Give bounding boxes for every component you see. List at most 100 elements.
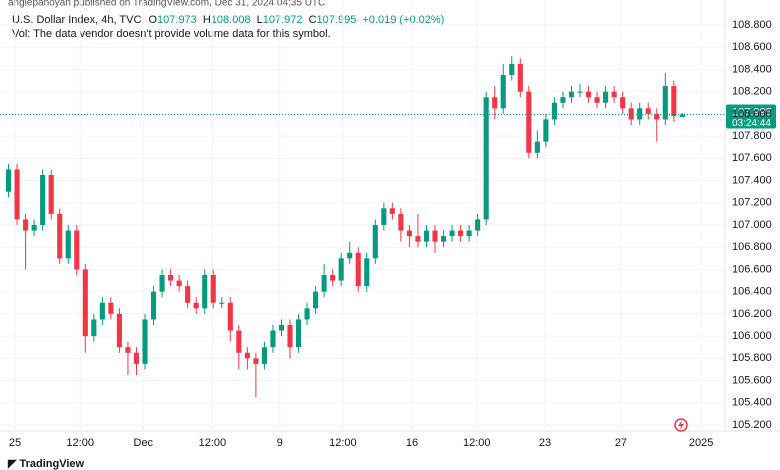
candle-body	[440, 236, 447, 242]
legend-line: U.S. Dollar Index, 4h, TVC O107.973 H108…	[12, 14, 444, 26]
candle-body	[227, 302, 233, 331]
ohlc-letter: H	[203, 14, 211, 26]
candle-body	[159, 275, 165, 292]
y-tick-label: 107.800	[732, 130, 772, 142]
candle-body	[14, 169, 20, 220]
y-tick-label: 106.200	[732, 308, 772, 320]
symbol: U.S. Dollar Index, 4h, TVC	[12, 14, 141, 26]
brand-name: TradingView	[20, 458, 85, 470]
candle-body	[611, 91, 617, 98]
candle-body	[449, 230, 455, 237]
candle-body	[236, 330, 242, 353]
candle-body	[560, 97, 566, 103]
candle-body	[671, 86, 677, 117]
candle-body	[253, 358, 259, 364]
candle-body	[202, 275, 208, 309]
candle-body	[517, 63, 523, 92]
change: +0.019 (+0.02%)	[362, 14, 444, 26]
ohlc-value: 107.995	[317, 14, 357, 26]
candle-body	[654, 113, 660, 120]
candle-body	[406, 230, 412, 237]
candle-body	[398, 213, 404, 231]
candle-body	[31, 225, 37, 231]
candle-body	[603, 91, 609, 103]
y-tick-label: 105.800	[732, 352, 772, 364]
x-tick-label: 23	[539, 437, 551, 449]
legend: U.S. Dollar Index, 4h, TVC O107.973 H108…	[12, 14, 444, 40]
y-tick-label: 108.000	[732, 108, 772, 120]
candle-body	[270, 330, 276, 348]
candle-body	[219, 302, 225, 304]
x-tick-label: 9	[277, 437, 283, 449]
ohlc-value: 107.973	[157, 14, 197, 26]
candle-body	[133, 352, 140, 364]
candle-body	[381, 208, 387, 225]
candle-body	[483, 97, 489, 220]
candle-body	[568, 91, 575, 98]
candle-body	[125, 347, 131, 353]
y-tick-label: 108.600	[732, 41, 772, 53]
candle-body	[364, 258, 370, 287]
ohlc-letter: O	[148, 14, 157, 26]
price-tag-countdown: 03:24:44	[732, 118, 771, 129]
x-tick-label: 12:00	[329, 437, 357, 449]
event-icon[interactable]	[674, 418, 688, 432]
x-tick-label: 12:00	[199, 437, 227, 449]
x-tick-label: 16	[406, 437, 418, 449]
y-tick-label: 105.200	[732, 419, 772, 431]
candle-body	[244, 352, 250, 359]
candle-body	[313, 291, 319, 309]
candle-body	[261, 347, 267, 364]
ohlc-letter: C	[309, 14, 317, 26]
ohlc-letter: L	[257, 14, 263, 26]
y-tick-label: 107.600	[732, 152, 772, 164]
candle-body	[40, 175, 46, 225]
candle-body	[176, 280, 182, 287]
candle-body	[193, 302, 199, 309]
candle-body	[543, 119, 549, 142]
candle-body	[23, 219, 29, 231]
y-tick-label: 107.200	[732, 197, 772, 209]
x-tick-label: 25	[9, 437, 21, 449]
x-tick-label: 12:00	[66, 437, 94, 449]
y-tick-label: 108.800	[732, 19, 772, 31]
candle-body	[142, 319, 148, 364]
x-tick-label: 27	[615, 437, 627, 449]
y-tick-label: 106.400	[732, 286, 772, 298]
x-tick-label: 12:00	[463, 437, 491, 449]
candle-body	[210, 275, 216, 303]
candle-body	[295, 319, 302, 348]
candle-body	[662, 86, 668, 120]
candle-body	[168, 275, 174, 281]
y-tick-label: 108.200	[732, 86, 772, 98]
candle-body	[551, 102, 557, 120]
y-tick-label: 108.400	[732, 63, 772, 75]
y-tick-label: 105.600	[732, 374, 772, 386]
candle-body	[321, 275, 327, 292]
candles	[0, 56, 725, 398]
y-tick-label: 106.000	[732, 330, 772, 342]
y-tick-label: 106.800	[732, 241, 772, 253]
candle-body	[287, 325, 293, 348]
candle-body	[48, 175, 54, 214]
candle-body	[620, 97, 626, 109]
candle-body	[74, 230, 80, 270]
candle-body	[389, 208, 395, 214]
candle-body	[526, 91, 532, 153]
candle-body	[534, 141, 540, 153]
candle-body	[65, 230, 71, 259]
candle-body	[645, 108, 651, 114]
candle-body	[500, 75, 506, 109]
y-tick-label: 105.400	[732, 397, 772, 409]
candle-body	[466, 230, 472, 237]
candle-body	[278, 325, 285, 331]
candle-body	[492, 97, 498, 109]
candle-body	[594, 97, 600, 103]
volume-note: Vol: The data vendor doesn't provide vol…	[12, 28, 331, 40]
candle-body	[347, 252, 353, 259]
candle-body	[585, 91, 592, 98]
candle-body	[304, 308, 310, 320]
